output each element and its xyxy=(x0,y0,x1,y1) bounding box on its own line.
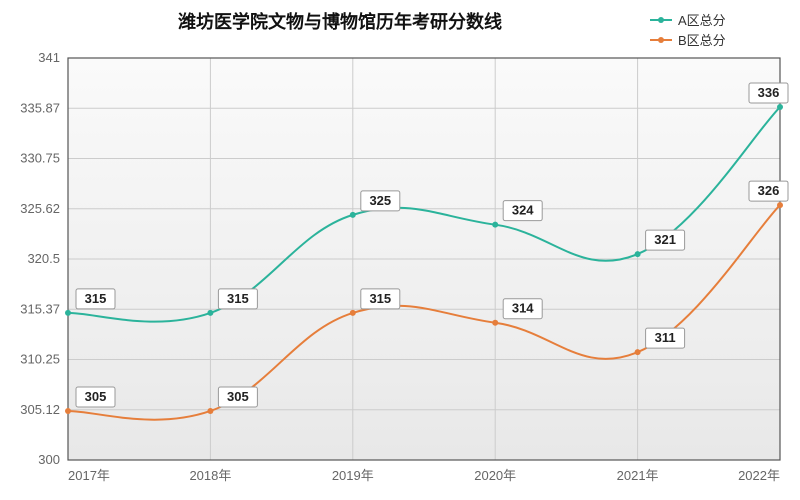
x-tick-label: 2022年 xyxy=(738,468,780,483)
y-tick-label: 325.62 xyxy=(20,201,60,216)
data-point xyxy=(635,349,641,355)
data-point xyxy=(207,408,213,414)
point-label: 336 xyxy=(758,85,780,100)
data-point xyxy=(777,104,783,110)
point-label: 315 xyxy=(369,291,391,306)
y-tick-label: 315.37 xyxy=(20,301,60,316)
y-tick-label: 341 xyxy=(38,50,60,65)
legend-marker xyxy=(658,17,664,23)
y-tick-label: 320.5 xyxy=(27,251,60,266)
data-point xyxy=(65,408,71,414)
y-tick-label: 305.12 xyxy=(20,402,60,417)
point-label: 305 xyxy=(85,389,107,404)
data-point xyxy=(207,310,213,316)
point-label: 315 xyxy=(85,291,107,306)
legend-marker xyxy=(658,37,664,43)
data-point xyxy=(635,251,641,257)
point-label: 325 xyxy=(369,193,391,208)
y-tick-label: 335.87 xyxy=(20,100,60,115)
point-label: 324 xyxy=(512,203,534,218)
data-point xyxy=(350,212,356,218)
point-label: 321 xyxy=(654,232,676,247)
y-tick-label: 300 xyxy=(38,452,60,467)
y-tick-label: 330.75 xyxy=(20,151,60,166)
point-label: 311 xyxy=(655,330,676,345)
point-label: 305 xyxy=(227,389,249,404)
legend-label: B区总分 xyxy=(678,33,726,48)
x-tick-label: 2017年 xyxy=(68,468,110,483)
chart-svg: 300 305.12 310.25 315.37 320.5 325.62 330.75 33… xyxy=(0,0,800,500)
data-point xyxy=(65,310,71,316)
data-point xyxy=(492,320,498,326)
x-tick-label: 2019年 xyxy=(332,468,374,483)
legend-label: A区总分 xyxy=(678,13,726,28)
point-label: 314 xyxy=(512,301,534,316)
point-label: 326 xyxy=(758,183,780,198)
data-point xyxy=(350,310,356,316)
point-label: 315 xyxy=(227,291,249,306)
chart-title: 潍坊医学院文物与博物馆历年考研分数线 xyxy=(178,11,502,32)
data-point xyxy=(777,202,783,208)
y-tick-label: 310.25 xyxy=(20,352,60,367)
x-tick-label: 2018年 xyxy=(189,468,231,483)
x-tick-label: 2021年 xyxy=(617,468,659,483)
data-point xyxy=(492,222,498,228)
x-tick-label: 2020年 xyxy=(474,468,516,483)
chart-container: 300 305.12 310.25 315.37 320.5 325.62 330.75 33… xyxy=(0,0,800,500)
